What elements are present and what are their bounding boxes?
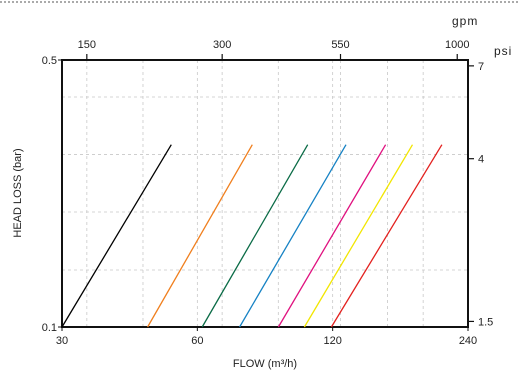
right-tick-label: 1.5	[478, 316, 493, 328]
top-tick-label: 150	[78, 39, 96, 51]
series-line-6	[303, 144, 414, 328]
top-tick-label: 300	[213, 39, 231, 51]
series-lines	[61, 144, 443, 328]
series-line-1	[61, 144, 172, 328]
x-tick-label: 60	[191, 335, 203, 347]
top-tick-label: 1000	[445, 39, 469, 51]
grid	[62, 60, 468, 327]
series-line-4	[239, 144, 347, 328]
series-line-3	[201, 144, 309, 328]
right-tick-label: 4	[478, 154, 484, 166]
y-axis-title: HEAD LOSS (bar)	[12, 148, 24, 237]
tick-labels: 30 60 120 240 0.1 0.5 150 300 550 1000 1.5 4 7	[42, 39, 494, 347]
x-axis-title: FLOW (m³/h)	[233, 358, 297, 370]
y-tick-label: 0.1	[42, 322, 57, 334]
series-line-7	[330, 144, 443, 328]
x-tick-label: 120	[323, 335, 341, 347]
series-line-5	[277, 144, 387, 328]
tick-marks	[58, 54, 474, 331]
right-tick-label: 7	[478, 61, 484, 73]
series-line-2	[147, 144, 253, 328]
plot-frame	[61, 59, 469, 328]
x-tick-label: 240	[459, 335, 477, 347]
top-axis-unit: gpm	[452, 14, 478, 28]
top-tick-label: 550	[331, 39, 349, 51]
right-axis-unit: psi	[494, 44, 512, 58]
x-tick-label: 30	[56, 335, 68, 347]
y-tick-label: 0.5	[42, 55, 57, 67]
